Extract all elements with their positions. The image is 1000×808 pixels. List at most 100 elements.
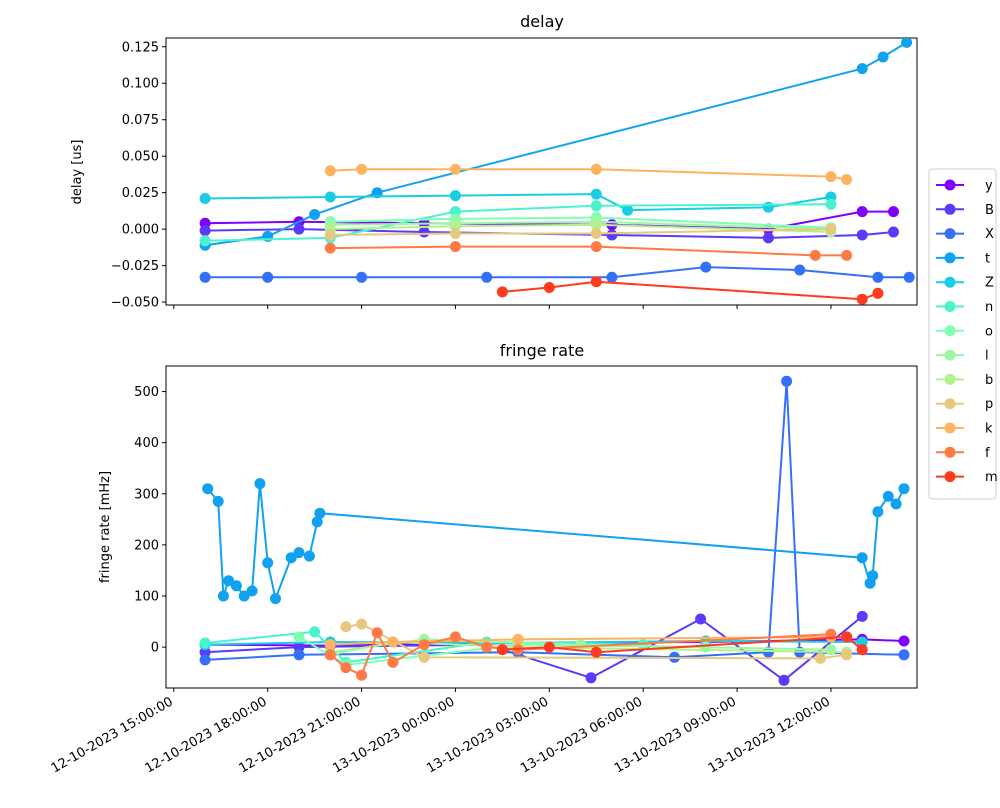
legend-label-b: b	[985, 373, 993, 388]
fringe-rate-point-f	[371, 627, 383, 639]
legend-label-f: f	[985, 446, 990, 461]
legend-label-X: X	[985, 227, 994, 242]
delay-point-m	[590, 276, 602, 288]
delay-ytick-label: −0.050	[111, 296, 159, 311]
fringe-rate-title: fringe rate	[500, 341, 584, 360]
fringe-rate-point-B	[695, 613, 707, 625]
legend-marker-f	[944, 446, 956, 458]
legend-marker-m	[944, 471, 956, 483]
fringe-rate-point-X	[293, 649, 305, 661]
fringe-rate-point-B	[585, 672, 597, 684]
delay-series-group	[199, 38, 915, 305]
fringe-rate-point-p	[815, 652, 826, 664]
delay-point-B	[199, 225, 211, 237]
legend-marker-t	[944, 252, 956, 264]
fringe-rate-point-f	[356, 669, 368, 681]
delay-point-k	[590, 163, 602, 175]
fringe-rate-point-f	[324, 649, 336, 661]
fringe-rate-point-t	[872, 506, 884, 518]
legend-label-k: k	[985, 422, 993, 437]
delay-series-line-p	[330, 228, 831, 236]
delay-point-f	[841, 249, 853, 261]
delay-point-X	[481, 271, 493, 283]
legend-marker-Z	[944, 276, 956, 288]
delay-point-t	[856, 63, 868, 75]
legend-marker-p	[944, 398, 956, 410]
fringe-rate-point-B	[293, 641, 305, 653]
fringe-rate-point-X	[898, 649, 910, 661]
delay-point-X	[199, 271, 211, 283]
delay-point-p	[324, 229, 336, 241]
delay-point-B	[856, 229, 868, 241]
delay-ytick-label: 0.100	[122, 77, 159, 92]
delay-point-k	[841, 174, 853, 185]
legend-marker-o	[944, 325, 956, 337]
legend-label-t: t	[985, 251, 990, 266]
delay-ytick-label: −0.025	[111, 259, 159, 274]
delay-point-p	[449, 228, 461, 239]
delay-ytick-label: 0.000	[122, 223, 159, 238]
delay-series-line-o	[330, 216, 831, 229]
delay-point-m	[496, 286, 508, 298]
fringe-rate-point-f	[481, 641, 493, 653]
delay-point-n	[199, 235, 211, 247]
delay-point-m	[872, 287, 884, 299]
fringe-rate-ytick-label: 0	[151, 641, 159, 656]
fringe-rate-point-p	[418, 651, 430, 663]
delay-point-n	[590, 200, 602, 212]
fringe-rate-point-t	[898, 483, 910, 495]
delay-point-X	[872, 271, 884, 283]
fringe-rate-point-m	[841, 631, 853, 643]
delay-point-X	[262, 271, 274, 283]
fringe-rate-point-f	[387, 656, 399, 668]
fringe-rate-point-X	[781, 375, 793, 387]
delay-series-line-b	[330, 223, 831, 233]
fringe-rate-point-t	[223, 575, 235, 587]
fringe-rate-point-t	[212, 495, 224, 507]
fringe-rate-point-k	[387, 636, 399, 648]
delay-point-m	[856, 293, 868, 305]
legend-marker-b	[944, 373, 956, 385]
legend-label-m: m	[985, 470, 998, 485]
delay-series-line-f	[330, 245, 847, 257]
fringe-rate-point-t	[262, 557, 274, 569]
delay-point-f	[324, 242, 336, 254]
fringe-rate-point-t	[230, 580, 242, 592]
delay-point-B	[888, 226, 899, 238]
fringe-rate-ytick-label: 300	[134, 487, 159, 502]
fringe-rate-point-p	[841, 649, 853, 661]
delay-point-f	[590, 241, 602, 253]
delay-point-f	[809, 249, 821, 261]
delay-point-B	[418, 226, 430, 238]
delay-point-k	[324, 165, 336, 177]
fringe-rate-point-t	[303, 550, 315, 562]
fringe-rate-point-B	[778, 674, 790, 686]
fringe-rate-point-p	[340, 621, 352, 633]
legend-marker-l	[944, 349, 956, 361]
legend-marker-B	[944, 203, 956, 215]
fringe-rate-point-t	[217, 590, 229, 602]
fringe-rate-point-m	[590, 646, 602, 658]
fringe-rate-point-t	[285, 552, 297, 564]
fringe-rate-point-n	[637, 639, 649, 651]
fringe-rate-point-t	[867, 570, 879, 582]
fringe-rate-point-t	[238, 590, 250, 602]
delay-point-X	[903, 271, 915, 283]
fringe-rate-point-n	[309, 626, 321, 638]
legend-label-p: p	[985, 397, 993, 412]
fringe-rate-point-t	[856, 552, 868, 564]
fringe-rate-point-f	[418, 639, 430, 651]
fringe-rate-point-t	[270, 593, 281, 605]
fringe-rate-point-p	[356, 618, 368, 630]
fringe-rate-point-m	[543, 641, 555, 653]
fringe-rate-ytick-label: 400	[134, 436, 159, 451]
delay-point-n	[825, 198, 837, 210]
legend-frame	[928, 168, 997, 500]
delay-point-X	[794, 264, 806, 276]
fringe-rate-ytick-label: 100	[134, 590, 159, 605]
fringe-rate-point-k	[324, 639, 336, 651]
delay-point-y	[888, 206, 899, 218]
delay-point-t	[901, 38, 913, 48]
delay-axes-frame	[165, 37, 918, 306]
